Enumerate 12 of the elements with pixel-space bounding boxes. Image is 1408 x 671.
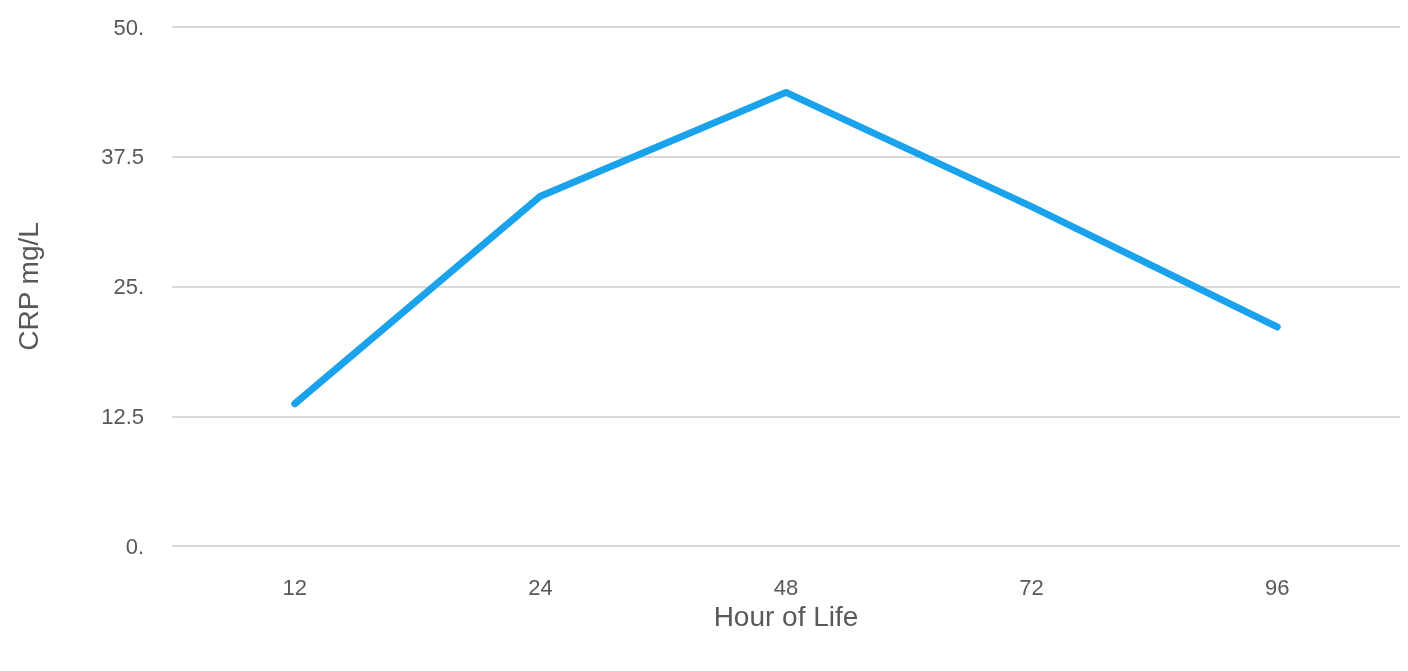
y-axis-title: CRP mg/L — [12, 222, 44, 351]
y-tick-label: 12.5 — [101, 403, 144, 429]
x-tick-label: 48 — [773, 574, 799, 600]
y-tick-label: 50. — [113, 14, 144, 40]
y-tick-label: 25. — [113, 274, 144, 299]
y-tick-label: 0. — [125, 533, 144, 559]
x-axis-title: Hour of Life — [713, 601, 859, 633]
x-tick-label: 96 — [1264, 574, 1290, 600]
x-tick-label: 24 — [528, 574, 553, 600]
x-tick-label: 12 — [282, 574, 308, 600]
y-tick-label: 37.5 — [101, 144, 144, 170]
x-tick-label: 72 — [1019, 574, 1044, 600]
